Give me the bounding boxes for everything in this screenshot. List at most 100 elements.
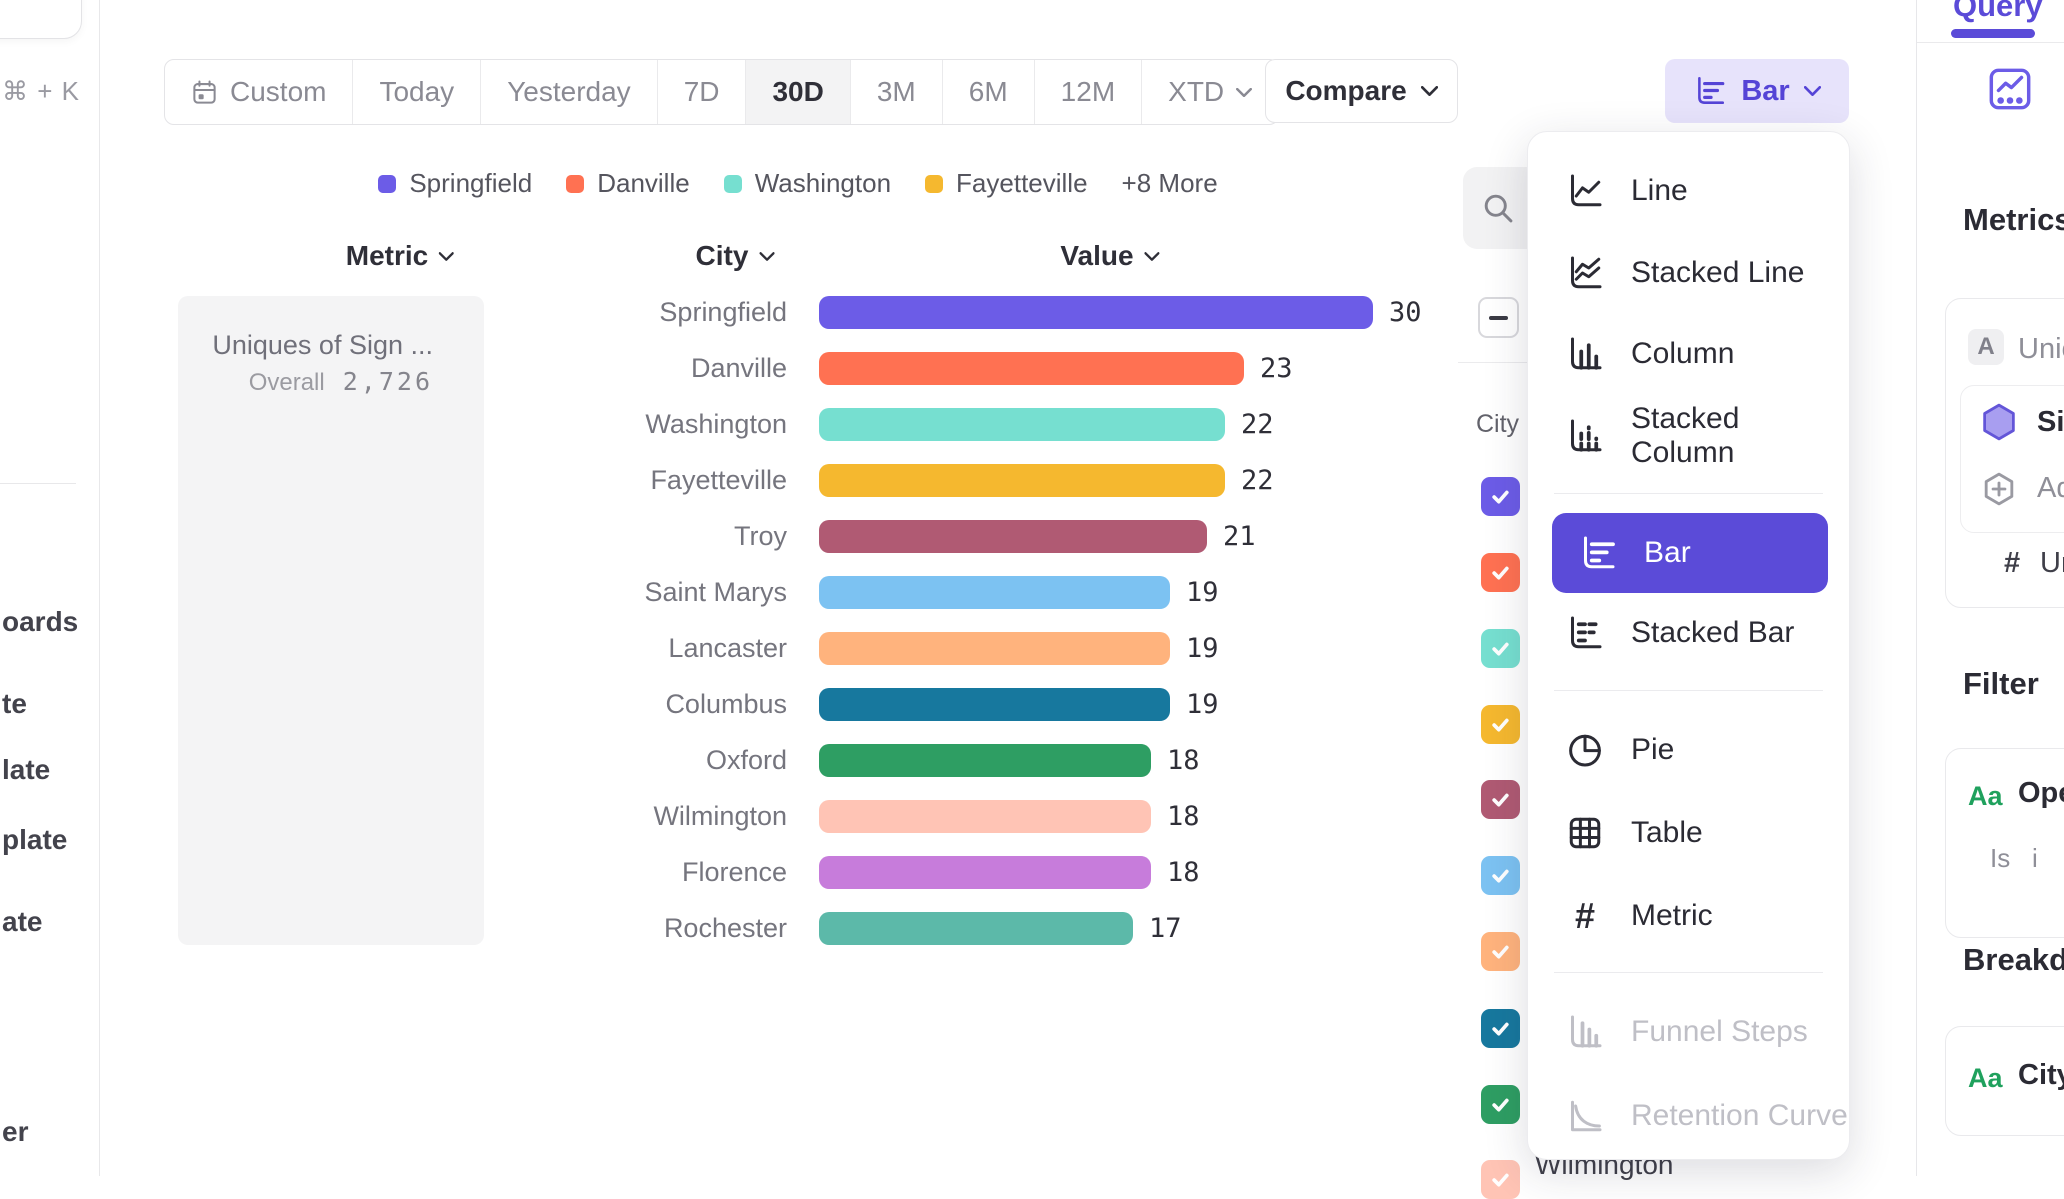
row-bar[interactable] xyxy=(819,911,1133,945)
sidebar-item-0[interactable]: oards xyxy=(2,606,79,637)
sidebar-item-1[interactable]: te xyxy=(2,688,27,719)
city-checkbox-7[interactable] xyxy=(1481,1009,1520,1048)
date-range-6m[interactable]: 6M xyxy=(943,60,1035,124)
chart-row-troy: Troy 21 xyxy=(500,508,1440,564)
stacked-bar-icon xyxy=(1565,613,1605,653)
menu-item-stacked-column[interactable]: Stacked Column xyxy=(1528,396,1849,476)
check-icon xyxy=(1489,561,1512,584)
date-range-yesterday[interactable]: Yesterday xyxy=(481,60,658,124)
chart-type-button-label: Bar xyxy=(1741,74,1790,107)
menu-divider xyxy=(1554,972,1823,973)
row-bar[interactable] xyxy=(819,743,1151,777)
city-checkbox-4[interactable] xyxy=(1481,780,1520,819)
row-city-label: Wilmington xyxy=(653,800,787,831)
city-checkbox-2[interactable] xyxy=(1481,629,1520,668)
legend-more[interactable]: +8 More xyxy=(1121,168,1218,198)
legend-item-2[interactable]: Washington xyxy=(723,168,891,199)
date-range-label: 6M xyxy=(968,76,1008,107)
city-checkbox-5[interactable] xyxy=(1481,856,1520,895)
date-range-label: 7D xyxy=(683,76,720,107)
legend-item-0[interactable]: Springfield xyxy=(378,168,532,199)
menu-item-table[interactable]: Table xyxy=(1528,793,1849,873)
sidebar-item-5[interactable]: er xyxy=(2,1116,29,1147)
check-icon xyxy=(1489,1168,1512,1191)
row-value: 22 xyxy=(1241,408,1274,440)
row-bar[interactable] xyxy=(819,575,1170,609)
menu-item-label: Table xyxy=(1631,816,1703,849)
sidebar-item-4[interactable]: ate xyxy=(2,906,43,937)
chart-row-rochester: Rochester 17 xyxy=(500,900,1440,956)
header-city-label: City xyxy=(695,240,749,271)
breakdown-card[interactable]: Aa City xyxy=(1945,1026,2064,1136)
row-bar[interactable] xyxy=(819,407,1225,441)
tab-query-underline xyxy=(1951,29,2035,38)
menu-item-column[interactable]: Column xyxy=(1528,314,1849,394)
row-city-label: Lancaster xyxy=(668,632,787,663)
aggregation-symbol: # xyxy=(2004,547,2021,579)
sidebar-item-2[interactable]: late xyxy=(2,754,51,785)
add-event-icon[interactable] xyxy=(1980,470,2018,508)
legend-item-1[interactable]: Danville xyxy=(566,168,690,199)
metric-group-card[interactable]: A Unic Sig Ad # Uniqu xyxy=(1945,298,2064,608)
row-bar[interactable] xyxy=(819,463,1225,497)
legend-label: Danville xyxy=(597,168,690,198)
row-bar[interactable] xyxy=(819,519,1207,553)
city-checkbox-0[interactable] xyxy=(1481,477,1520,516)
chart-row-columbus: Columbus 19 xyxy=(500,676,1440,732)
legend-item-3[interactable]: Fayetteville xyxy=(925,168,1088,199)
date-range-today[interactable]: Today xyxy=(353,60,482,124)
menu-item-bar[interactable]: Bar xyxy=(1552,513,1828,593)
row-bar[interactable] xyxy=(819,855,1151,889)
event-inner-card[interactable]: Sig Ad xyxy=(1960,385,2064,533)
select-all-checkbox[interactable] xyxy=(1478,297,1519,338)
city-checkbox-8[interactable] xyxy=(1481,1085,1520,1124)
search-icon xyxy=(1480,190,1516,226)
sidebar-item-3[interactable]: plate xyxy=(2,824,68,855)
city-checkbox-9[interactable] xyxy=(1481,1160,1520,1199)
metric-card[interactable]: Uniques of Sign ... Overall 2,726 xyxy=(178,296,484,945)
chevron-down-icon xyxy=(1236,87,1253,97)
date-range-3m[interactable]: 3M xyxy=(851,60,943,124)
date-range-7d[interactable]: 7D xyxy=(658,60,747,124)
row-value: 19 xyxy=(1186,632,1219,664)
row-city-label: Columbus xyxy=(665,688,787,719)
row-bar[interactable] xyxy=(819,631,1170,665)
search-launcher-card[interactable] xyxy=(0,0,82,39)
city-checkbox-1[interactable] xyxy=(1481,553,1520,592)
city-checkbox-3[interactable] xyxy=(1481,705,1520,744)
column-icon xyxy=(1565,334,1605,374)
filter-card[interactable]: Aa Ope Is i xyxy=(1945,748,2064,938)
header-metric-label: Metric xyxy=(345,240,429,271)
tab-query[interactable]: Query xyxy=(1953,0,2043,23)
city-filter-divider xyxy=(1458,362,1550,363)
city-checkbox-6[interactable] xyxy=(1481,932,1520,971)
date-range-12m[interactable]: 12M xyxy=(1035,60,1143,124)
date-range-xtd[interactable]: XTD xyxy=(1142,60,1278,124)
compare-button[interactable]: Compare xyxy=(1265,59,1458,123)
sidebar-divider xyxy=(0,483,76,484)
date-range-30d[interactable]: 30D xyxy=(746,60,851,124)
row-city-label: Rochester xyxy=(663,912,787,943)
menu-item-stacked-line[interactable]: Stacked Line xyxy=(1528,233,1849,313)
menu-item-funnel-steps: Funnel Steps xyxy=(1528,992,1849,1072)
row-bar[interactable] xyxy=(819,687,1170,721)
menu-item-line[interactable]: Line xyxy=(1528,151,1849,231)
header-value[interactable]: Value xyxy=(1060,240,1160,272)
menu-item-label: Retention Curve xyxy=(1631,1099,1848,1132)
chart-row-wilmington: Wilmington 18 xyxy=(500,788,1440,844)
row-bar[interactable] xyxy=(819,295,1373,329)
row-bar[interactable] xyxy=(819,351,1244,385)
menu-item-label: Line xyxy=(1631,174,1688,207)
header-metric[interactable]: Metric xyxy=(345,240,455,272)
menu-item-stacked-bar[interactable]: Stacked Bar xyxy=(1528,593,1849,673)
overall-label: Overall xyxy=(248,369,325,396)
chart-type-button[interactable]: Bar xyxy=(1665,59,1849,123)
header-city[interactable]: City xyxy=(696,240,775,272)
menu-item-pie[interactable]: Pie xyxy=(1528,710,1849,790)
date-range-custom[interactable]: Custom xyxy=(165,60,354,124)
date-range-label: 30D xyxy=(772,76,824,107)
row-city-label: Springfield xyxy=(659,296,787,327)
row-bar[interactable] xyxy=(819,799,1151,833)
menu-item-metric[interactable]: # Metric xyxy=(1528,876,1849,956)
insights-chart-icon[interactable] xyxy=(1987,66,2033,112)
